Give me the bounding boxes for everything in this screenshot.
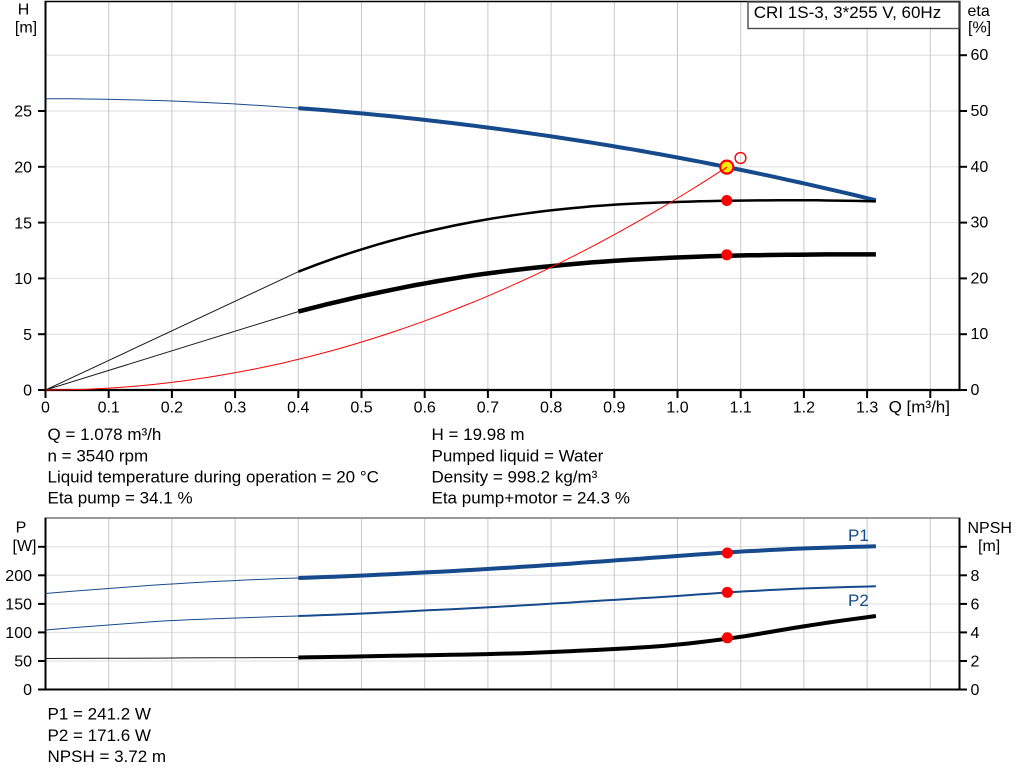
svg-text:H = 19.98 m: H = 19.98 m (432, 425, 525, 444)
svg-text:200: 200 (5, 568, 32, 585)
svg-text:5: 5 (23, 327, 32, 344)
svg-text:150: 150 (5, 597, 32, 614)
svg-text:H: H (18, 2, 30, 19)
svg-text:CRI 1S-3, 3*255 V, 60Hz: CRI 1S-3, 3*255 V, 60Hz (754, 3, 941, 22)
svg-text:P: P (16, 520, 27, 537)
svg-text:8: 8 (971, 568, 980, 585)
svg-text:Density = 998.2 kg/m³: Density = 998.2 kg/m³ (432, 467, 598, 486)
svg-text:0: 0 (971, 382, 980, 399)
svg-text:6: 6 (971, 597, 980, 614)
svg-text:0.9: 0.9 (603, 400, 625, 417)
svg-text:0.6: 0.6 (414, 400, 436, 417)
svg-text:0.5: 0.5 (350, 400, 372, 417)
svg-text:Eta pump = 34.1 %: Eta pump = 34.1 % (48, 489, 193, 508)
svg-text:[W]: [W] (13, 538, 37, 555)
svg-text:50: 50 (971, 103, 989, 120)
svg-text:1.0: 1.0 (666, 400, 688, 417)
svg-text:1.2: 1.2 (793, 400, 815, 417)
svg-text:P1 = 241.2 W: P1 = 241.2 W (48, 705, 151, 724)
svg-text:60: 60 (971, 47, 989, 64)
svg-text:NPSH: NPSH (968, 520, 1012, 537)
svg-text:0.1: 0.1 (98, 400, 120, 417)
svg-text:0: 0 (23, 383, 32, 400)
svg-text:50: 50 (14, 654, 32, 671)
svg-text:1.1: 1.1 (730, 400, 752, 417)
svg-text:15: 15 (14, 215, 32, 232)
svg-text:[m]: [m] (15, 20, 37, 37)
svg-text:0.3: 0.3 (224, 400, 246, 417)
svg-text:100: 100 (5, 625, 32, 642)
svg-text:Eta pump+motor = 24.3 %: Eta pump+motor = 24.3 % (432, 489, 630, 508)
svg-text:Q [m³/h]: Q [m³/h] (889, 398, 950, 417)
svg-text:Q = 1.078 m³/h: Q = 1.078 m³/h (48, 425, 162, 444)
svg-text:0: 0 (41, 400, 50, 417)
svg-text:P1: P1 (848, 526, 869, 545)
svg-text:0.8: 0.8 (540, 400, 562, 417)
svg-text:4: 4 (971, 625, 980, 642)
svg-text:1.3: 1.3 (856, 400, 878, 417)
svg-text:0.4: 0.4 (287, 400, 309, 417)
svg-text:10: 10 (14, 271, 32, 288)
svg-text:40: 40 (971, 159, 989, 176)
svg-text:P2 = 171.6 W: P2 = 171.6 W (48, 726, 151, 745)
svg-text:NPSH = 3.72 m: NPSH = 3.72 m (48, 747, 167, 766)
svg-text:20: 20 (971, 270, 989, 287)
svg-text:0.2: 0.2 (161, 400, 183, 417)
svg-text:eta: eta (968, 3, 990, 20)
svg-text:30: 30 (971, 215, 989, 232)
svg-text:0: 0 (971, 682, 980, 699)
svg-text:n = 3540 rpm: n = 3540 rpm (48, 446, 149, 465)
svg-text:20: 20 (14, 160, 32, 177)
svg-text:10: 10 (971, 326, 989, 343)
svg-text:[%]: [%] (968, 20, 991, 37)
svg-text:0: 0 (23, 682, 32, 699)
svg-text:0.7: 0.7 (477, 400, 499, 417)
svg-text:Liquid temperature during oper: Liquid temperature during operation = 20… (48, 467, 379, 486)
svg-text:[m]: [m] (978, 538, 1000, 555)
svg-text:2: 2 (971, 654, 980, 671)
svg-text:25: 25 (14, 104, 32, 121)
svg-text:Pumped liquid = Water: Pumped liquid = Water (432, 446, 604, 465)
svg-text:P2: P2 (848, 591, 869, 610)
